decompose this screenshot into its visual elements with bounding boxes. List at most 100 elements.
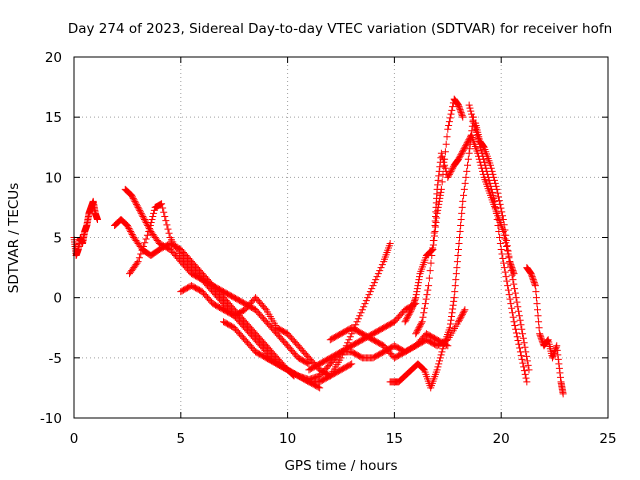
data-point [158,200,166,208]
data-point [508,264,516,272]
data-point [445,121,453,129]
data-point [457,107,465,115]
data-point [441,164,449,172]
data-point [403,315,411,323]
data-point [536,331,544,339]
data-point [533,300,541,308]
data-point [411,297,419,305]
data-point [514,337,522,345]
data-point [433,185,441,193]
data-point [458,112,466,120]
data-point [454,155,462,163]
data-point [459,146,467,154]
data-point [358,306,366,314]
data-point [530,277,538,285]
data-point [512,294,520,302]
data-point [461,179,469,187]
data-point [456,315,464,323]
data-point [501,268,509,276]
data-point [372,276,380,284]
data-point [534,312,542,320]
data-point [436,163,444,171]
data-point [127,229,135,237]
data-point [453,100,461,108]
data-point [495,193,503,201]
axes: 0 5 10 15 20 25 -10 -5 0 5 10 15 20 [40,50,617,447]
data-point [442,140,450,148]
data-point [487,161,495,169]
data-point [495,197,503,205]
data-point [548,354,556,362]
data-point [531,282,539,290]
data-point [439,345,447,353]
data-point [456,106,464,114]
data-point [464,161,472,169]
data-point [496,240,504,248]
data-point [519,334,527,342]
data-point [406,309,414,317]
data-point [517,321,525,329]
data-point [455,154,463,162]
data-point [495,227,503,235]
data-point [419,364,427,372]
data-point [429,244,437,252]
data-point [361,300,369,308]
data-point [141,217,149,225]
data-point [441,161,449,169]
data-point [549,352,557,360]
data-point [491,179,499,187]
data-point [261,304,269,312]
y-tick-label: 5 [53,231,62,247]
data-point [132,199,140,207]
data-point [436,191,444,199]
data-point [413,327,421,335]
data-point [138,211,146,219]
data-point [509,276,517,284]
data-point [386,240,394,248]
data-point [544,337,552,345]
data-point [488,167,496,175]
data-point [464,155,472,163]
y-tick-label: 15 [45,110,62,126]
data-point [409,303,417,311]
data-points [70,95,567,398]
data-point [437,149,445,157]
data-point [433,209,441,217]
data-point [407,307,415,315]
x-tick-label: 15 [386,431,403,447]
data-point [554,355,562,363]
data-point [142,235,150,243]
data-point [414,282,422,290]
data-point [150,209,158,217]
chart-title: Day 274 of 2023, Sidereal Day-to-day VTE… [68,21,612,37]
data-point [365,291,373,299]
data-point [427,259,435,267]
data-point [508,271,516,279]
data-point [552,343,560,351]
data-point [353,318,361,326]
data-point [449,164,457,172]
data-point [556,373,564,381]
data-point [460,191,468,199]
data-point [360,303,368,311]
data-point [488,188,496,196]
data-point [468,110,476,118]
data-point [413,285,421,293]
data-point [535,318,543,326]
data-point [456,234,464,241]
data-point [128,191,136,199]
data-point [403,313,411,321]
data-point [453,264,461,272]
data-point [425,282,433,290]
data-point [513,333,521,341]
data-point [139,243,147,251]
data-point [421,304,429,312]
data-point [522,374,530,382]
data-point [501,226,509,234]
data-point [480,142,488,150]
data-point [412,330,420,338]
data-point [165,229,173,237]
y-tick-label: -10 [40,411,62,427]
data-point [480,158,488,166]
data-point [357,309,365,317]
